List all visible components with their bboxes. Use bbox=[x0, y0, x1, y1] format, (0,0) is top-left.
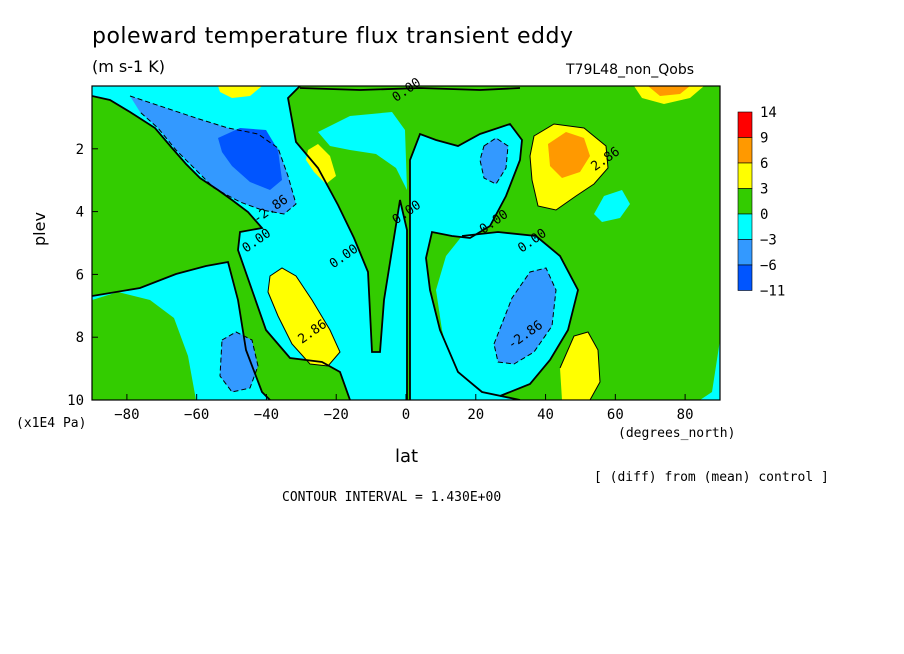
colorbar-level-label: −6 bbox=[760, 258, 777, 274]
region-south-yellow-top bbox=[218, 86, 262, 98]
region-cyan-east bbox=[594, 190, 630, 222]
region-south-blue-low bbox=[220, 332, 258, 392]
contour-interval: CONTOUR INTERVAL = 1.430E+00 bbox=[282, 490, 502, 505]
region-south-negative bbox=[92, 86, 407, 400]
comparison-note: [ (diff) from (mean) control ] bbox=[594, 470, 829, 485]
contour-pos-north-low bbox=[559, 331, 601, 400]
x-tick-label: 40 bbox=[537, 407, 554, 423]
colorbar-level-label: 9 bbox=[760, 131, 768, 147]
y-axis-label: plev bbox=[30, 212, 49, 246]
contour-neg-south-low bbox=[219, 331, 259, 393]
x-tick-label: 20 bbox=[467, 407, 484, 423]
contour-pos-north bbox=[529, 123, 609, 211]
region-cyan-right-low bbox=[700, 340, 720, 400]
contour-zero-north bbox=[409, 122, 523, 400]
y-tick-label: 2 bbox=[76, 142, 84, 158]
colorbar-swatch bbox=[737, 162, 753, 189]
contour-zero-south-low bbox=[92, 260, 271, 400]
colorbar-swatch bbox=[737, 239, 753, 266]
run-name: T79L48_non_Qobs bbox=[566, 62, 695, 78]
x-tick-label: 80 bbox=[677, 407, 694, 423]
colorbar-level-label: 6 bbox=[760, 156, 768, 172]
contour-neg-center bbox=[479, 137, 509, 185]
contour-neg-south bbox=[129, 95, 297, 215]
colorbar-swatch bbox=[737, 111, 753, 138]
region-center-blue bbox=[480, 138, 508, 184]
region-north-blue bbox=[494, 268, 556, 364]
region-north-orange-top bbox=[648, 86, 690, 96]
contour-pos-south bbox=[267, 267, 341, 367]
colorbar: 14 9 6 3 0 −3 −6 −11 bbox=[737, 105, 785, 300]
y-tick-label: 6 bbox=[76, 267, 84, 283]
y-axis-ticks: 2 4 6 8 10 bbox=[67, 142, 98, 409]
region-south-deep-blue bbox=[218, 128, 282, 190]
x-tick-label: −60 bbox=[184, 407, 209, 423]
contour-zero-north-2 bbox=[461, 231, 579, 397]
colorbar-level-label: −11 bbox=[760, 284, 785, 300]
chart-units: (m s-1 K) bbox=[92, 57, 166, 76]
region-south-yellow bbox=[268, 268, 340, 366]
x-tick-label: 60 bbox=[607, 407, 624, 423]
region-south-yellow-small bbox=[306, 144, 336, 184]
region-south-blue bbox=[130, 96, 296, 214]
x-tick-label: 0 bbox=[402, 407, 410, 423]
colorbar-swatch bbox=[737, 137, 753, 164]
contour-zero-mid bbox=[287, 86, 408, 400]
region-center-negative bbox=[318, 112, 407, 190]
colorbar-level-label: 3 bbox=[760, 182, 768, 198]
contour-zero-top bbox=[299, 87, 521, 91]
y-axis-units: (x1E4 Pa) bbox=[16, 416, 87, 431]
region-north-negative bbox=[410, 124, 522, 400]
colorbar-level-label: 14 bbox=[760, 105, 777, 121]
x-tick-label: −40 bbox=[254, 407, 279, 423]
x-axis-label: lat bbox=[395, 446, 419, 467]
colorbar-level-label: 0 bbox=[760, 207, 768, 223]
y-tick-label: 8 bbox=[76, 330, 84, 346]
x-tick-label: −80 bbox=[114, 407, 139, 423]
y-tick-label: 4 bbox=[76, 205, 84, 221]
contour-neg-north bbox=[493, 267, 557, 365]
colorbar-swatch bbox=[737, 188, 753, 215]
colorbar-swatch bbox=[737, 213, 753, 240]
chart-title: poleward temperature flux transient eddy bbox=[92, 24, 574, 49]
x-axis-ticks: −80 −60 −40 −20 0 20 40 60 80 bbox=[114, 394, 694, 423]
x-axis-units: (degrees_north) bbox=[618, 426, 736, 441]
contour-zero-south bbox=[92, 95, 351, 400]
y-tick-label: 10 bbox=[67, 393, 84, 409]
colorbar-level-label: −3 bbox=[760, 233, 777, 249]
x-tick-label: −20 bbox=[324, 407, 349, 423]
region-north-orange bbox=[548, 132, 590, 178]
colorbar-swatch bbox=[737, 264, 753, 291]
region-north-yellow-low bbox=[560, 332, 600, 400]
